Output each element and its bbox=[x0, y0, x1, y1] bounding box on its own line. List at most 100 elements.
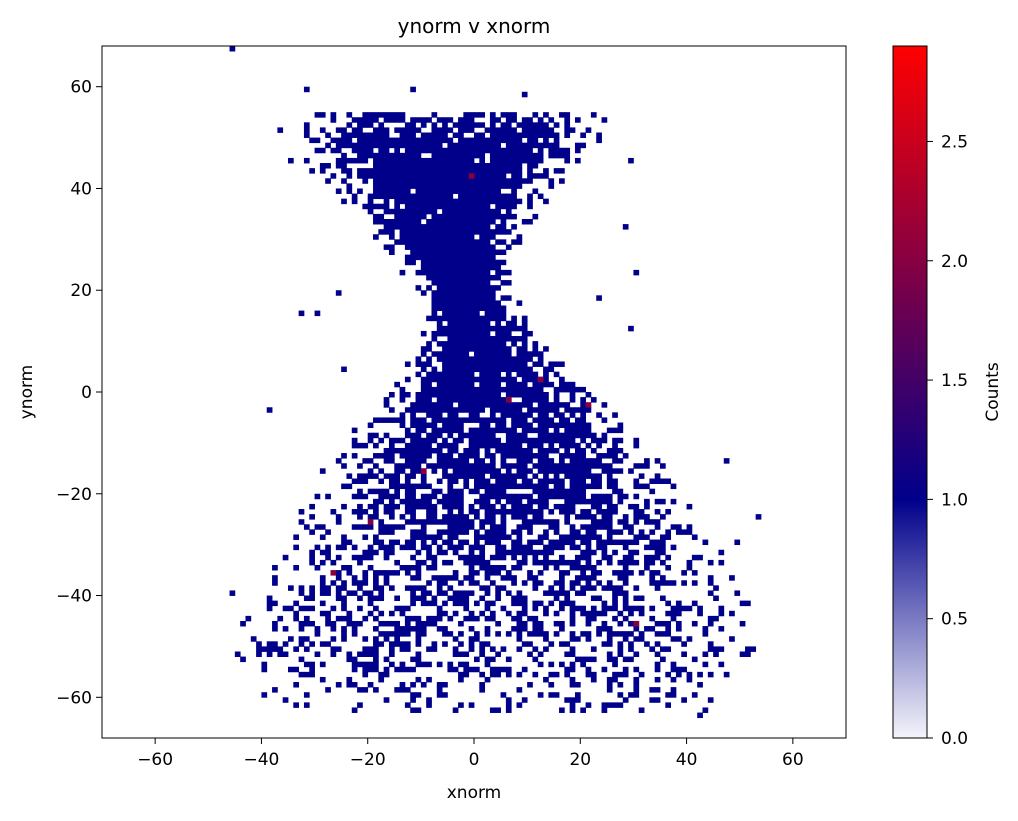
heatmap-cell bbox=[420, 631, 427, 637]
heatmap-cell bbox=[474, 468, 480, 474]
heatmap-cell bbox=[415, 503, 422, 510]
heatmap-cell bbox=[452, 392, 459, 398]
heatmap-cell bbox=[458, 285, 464, 291]
heatmap-cell bbox=[420, 524, 427, 530]
heatmap-cell bbox=[383, 458, 390, 464]
heatmap-cell bbox=[404, 483, 411, 490]
heatmap-cell bbox=[426, 392, 432, 398]
heatmap-cell bbox=[420, 381, 427, 388]
heatmap-cell bbox=[521, 157, 528, 164]
heatmap-cell bbox=[303, 615, 310, 622]
heatmap-cell bbox=[447, 152, 454, 159]
heatmap-cell bbox=[458, 142, 464, 149]
heatmap-cell bbox=[415, 549, 422, 556]
heatmap-cell bbox=[606, 539, 613, 546]
heatmap-cell bbox=[351, 575, 358, 581]
heatmap-cell bbox=[543, 463, 549, 469]
heatmap-cell bbox=[362, 132, 369, 138]
heatmap-cell bbox=[495, 473, 501, 479]
heatmap-cell bbox=[415, 193, 422, 200]
heatmap-cell bbox=[436, 290, 443, 296]
heatmap-cell bbox=[394, 539, 400, 546]
heatmap-cell bbox=[489, 402, 496, 408]
heatmap-cell bbox=[452, 422, 459, 429]
heatmap-cell bbox=[521, 626, 528, 632]
heatmap-cell bbox=[474, 183, 480, 189]
heatmap-cell bbox=[543, 544, 549, 551]
heatmap-cell bbox=[319, 127, 326, 133]
heatmap-cell bbox=[495, 437, 501, 444]
heatmap-cell bbox=[388, 407, 395, 413]
heatmap-cell bbox=[394, 168, 400, 174]
heatmap-cell bbox=[516, 432, 523, 439]
heatmap-cell bbox=[606, 483, 613, 490]
heatmap-cell-outlier bbox=[628, 157, 634, 164]
heatmap-cell bbox=[548, 442, 555, 449]
heatmap-cell bbox=[670, 498, 677, 505]
heatmap-cell bbox=[468, 509, 475, 515]
heatmap-cell bbox=[500, 493, 507, 500]
heatmap-cell bbox=[479, 254, 486, 261]
heatmap-cell bbox=[495, 356, 501, 362]
heatmap-cell bbox=[303, 620, 310, 627]
heatmap-cell bbox=[569, 453, 576, 459]
heatmap-cell bbox=[415, 397, 422, 403]
heatmap-cell bbox=[410, 198, 416, 205]
heatmap-cell bbox=[415, 147, 422, 154]
heatmap-cell bbox=[505, 427, 512, 434]
heatmap-cell bbox=[458, 407, 464, 413]
heatmap-cell bbox=[612, 529, 618, 535]
heatmap-cell bbox=[463, 600, 470, 607]
heatmap-cell bbox=[303, 605, 310, 612]
heatmap-cell bbox=[543, 417, 549, 423]
heatmap-cell bbox=[527, 127, 533, 133]
heatmap-cell bbox=[367, 646, 374, 652]
heatmap-cell bbox=[527, 498, 533, 505]
heatmap-cell bbox=[649, 697, 656, 703]
heatmap-cell bbox=[505, 432, 512, 439]
heatmap-cell bbox=[447, 193, 454, 200]
heatmap-cell bbox=[511, 626, 517, 632]
heatmap-cell bbox=[686, 524, 693, 530]
heatmap-cell bbox=[495, 590, 501, 596]
heatmap-cell bbox=[638, 529, 645, 535]
heatmap-cell bbox=[436, 371, 443, 378]
heatmap-cell bbox=[341, 132, 347, 138]
heatmap-cell bbox=[654, 651, 661, 657]
heatmap-cell bbox=[511, 447, 517, 454]
heatmap-cell bbox=[559, 478, 565, 484]
heatmap-cell bbox=[351, 524, 358, 530]
heatmap-cell bbox=[378, 178, 385, 184]
heatmap-cell bbox=[431, 173, 438, 179]
heatmap-cell bbox=[357, 117, 363, 123]
heatmap-cell bbox=[474, 488, 480, 495]
heatmap-cell bbox=[335, 615, 342, 622]
colorbar-tick-label: 1.5 bbox=[941, 371, 968, 391]
heatmap-cell bbox=[521, 371, 528, 378]
heatmap-cell bbox=[590, 575, 597, 581]
x-tick-label: −20 bbox=[350, 750, 386, 770]
heatmap-cell bbox=[399, 163, 406, 169]
heatmap-cell bbox=[474, 631, 480, 637]
heatmap-cell bbox=[399, 422, 406, 429]
heatmap-cell bbox=[628, 539, 634, 546]
heatmap-cell bbox=[484, 641, 491, 647]
heatmap-cell bbox=[553, 590, 560, 596]
heatmap-cell bbox=[468, 381, 475, 388]
heatmap-cell bbox=[574, 498, 581, 505]
heatmap-cell bbox=[410, 575, 416, 581]
heatmap-cell bbox=[447, 575, 454, 581]
heatmap-cell bbox=[479, 549, 486, 556]
heatmap-cell bbox=[500, 575, 507, 581]
heatmap-cell bbox=[351, 157, 358, 164]
heatmap-cell bbox=[410, 565, 416, 571]
heatmap-cell bbox=[431, 137, 438, 144]
colorbar-tick-label: 0.5 bbox=[941, 610, 968, 630]
heatmap-cell bbox=[479, 188, 486, 194]
heatmap-cell bbox=[431, 264, 438, 271]
heatmap-cell bbox=[383, 203, 390, 210]
heatmap-cell bbox=[585, 392, 592, 398]
heatmap-cell-outlier bbox=[229, 46, 236, 52]
heatmap-cell bbox=[569, 529, 576, 535]
heatmap-cell bbox=[442, 341, 448, 347]
